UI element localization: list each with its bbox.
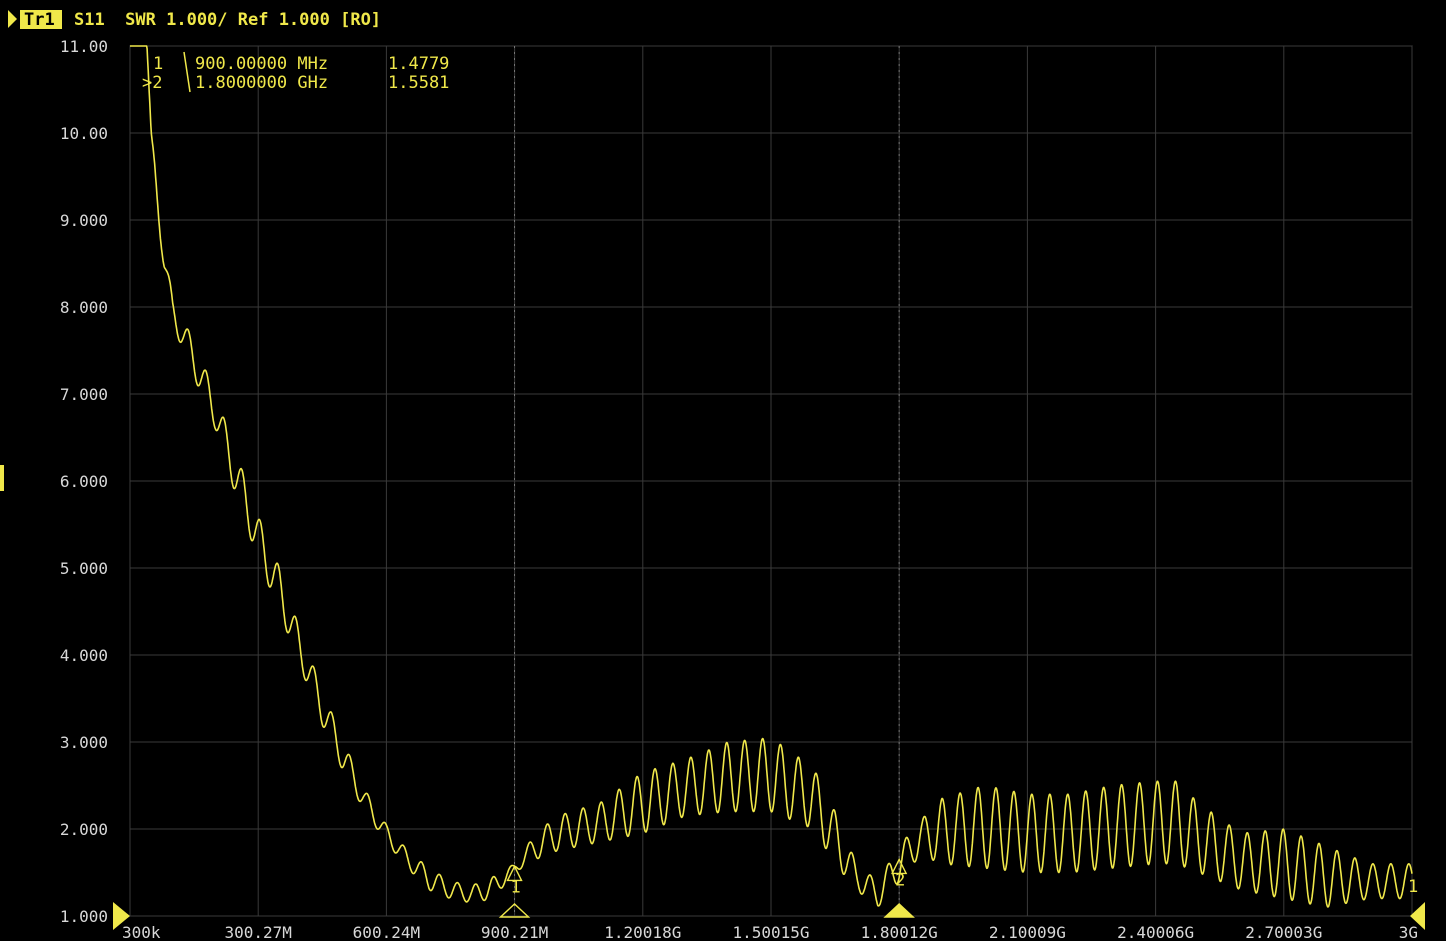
marker-readout-value-2: 1.5581: [388, 73, 449, 93]
marker-2-label: 2: [895, 870, 905, 890]
marker-readout-divider: [183, 51, 191, 93]
y-tick-label: 2.000: [60, 820, 108, 839]
y-tick-label: 10.00: [60, 124, 108, 143]
x-tick-label: 2.10009G: [989, 923, 1066, 941]
reference-level-tick: [0, 465, 4, 491]
x-tick-label: 3G: [1399, 923, 1418, 941]
trace-badge-background[interactable]: [20, 10, 62, 29]
marker-readout-id-1[interactable]: 1: [153, 54, 163, 74]
marker-1-trace-triangle-icon[interactable]: [506, 864, 523, 882]
trace-status-line[interactable]: S11 SWR 1.000/ Ref 1.000 [RO]: [74, 10, 381, 30]
y-tick-label: 9.000: [60, 211, 108, 230]
x-tick-label: 2.70003G: [1245, 923, 1322, 941]
y-tick-label: 8.000: [60, 298, 108, 317]
x-tick-label: 1.20018G: [604, 923, 681, 941]
end-marker-label: 1: [1408, 877, 1418, 897]
x-tick-label: 300k: [122, 923, 161, 941]
marker-readout-freq-1: 900.00000 MHz: [195, 54, 328, 74]
active-trace-arrow-icon[interactable]: [8, 10, 17, 28]
y-tick-label: 6.000: [60, 472, 108, 491]
y-tick-label: 11.00: [60, 37, 108, 56]
marker-1-axis-triangle-icon[interactable]: [498, 903, 531, 918]
y-tick-label: 7.000: [60, 385, 108, 404]
marker-readout-value-1: 1.4779: [388, 54, 449, 74]
x-tick-label: 1.80012G: [861, 923, 938, 941]
x-axis-tick-labels: 300k 300.27M 600.24M 900.21M 1.20018G 1.50015…: [122, 923, 1418, 941]
trace-badge[interactable]: Tr1: [24, 10, 55, 30]
y-axis-tick-labels: 11.00 10.00 9.000 8.000 7.000 6.000 5.000 4.000…: [60, 37, 108, 926]
x-tick-label: 300.27M: [224, 923, 291, 941]
trace-header: Tr1 S11 SWR 1.000/ Ref 1.000 [RO]: [8, 10, 381, 30]
marker-readout-table: 1 900.00000 MHz 1.4779 >2 1.8000000 GHz …: [142, 51, 449, 93]
sweep-stop-arrow-icon[interactable]: [1410, 902, 1425, 930]
x-tick-label: 2.40006G: [1117, 923, 1194, 941]
y-tick-label: 5.000: [60, 559, 108, 578]
y-tick-label: 1.000: [60, 907, 108, 926]
trace-line-s11-swr: [129, 45, 1413, 908]
marker-1-label: 1: [511, 877, 521, 897]
marker-lines: [514, 46, 900, 916]
y-tick-label: 3.000: [60, 733, 108, 752]
marker-2-axis-triangle-icon[interactable]: [883, 903, 915, 918]
x-tick-label: 1.50015G: [732, 923, 809, 941]
marker-readout-freq-2: 1.8000000 GHz: [195, 73, 328, 93]
sweep-start-arrow-icon[interactable]: [113, 902, 130, 930]
y-tick-label: 4.000: [60, 646, 108, 665]
x-tick-label: 600.24M: [353, 923, 420, 941]
marker-readout-id-2[interactable]: >2: [142, 73, 162, 93]
marker-2-trace-triangle-icon[interactable]: [891, 857, 908, 875]
x-tick-label: 900.21M: [481, 923, 548, 941]
